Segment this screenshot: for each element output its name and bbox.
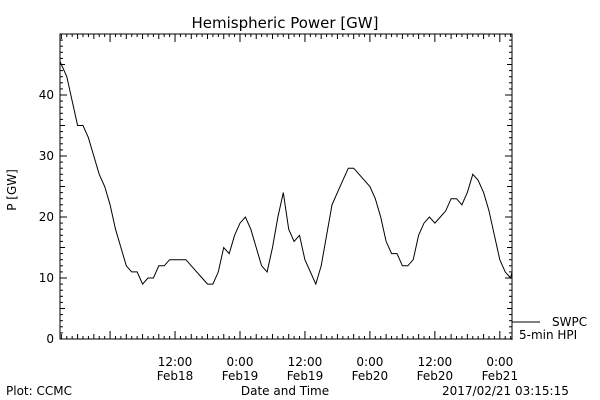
y-tick-label: 10 [39, 271, 54, 285]
x-axis: 12:00Feb180:00Feb1912:00Feb190:00Feb2012… [60, 34, 519, 383]
y-axis-label: P [GW] [5, 169, 19, 211]
timestamp: 2017/02/21 03:15:15 [442, 384, 569, 398]
x-tick-date-label: Feb18 [157, 369, 194, 383]
x-tick-time-label: 0:00 [356, 355, 383, 369]
plot-credit: Plot: CCMC [6, 384, 72, 398]
legend: SWPC 5-min HPI [511, 315, 587, 342]
chart-title: Hemispheric Power [GW] [192, 14, 379, 32]
x-tick-date-label: Feb19 [287, 369, 324, 383]
hpi-series-line [493, 235, 513, 280]
x-tick-time-label: 0:00 [486, 355, 513, 369]
y-tick-label: 30 [39, 149, 54, 163]
x-tick-time-label: 12:00 [288, 355, 323, 369]
x-axis-label: Date and Time [241, 384, 329, 398]
series-layer [59, 61, 513, 286]
x-tick-time-label: 12:00 [158, 355, 193, 369]
y-tick-label: 20 [39, 210, 54, 224]
y-tick-label: 40 [39, 88, 54, 102]
y-tick-label: 0 [46, 332, 54, 346]
x-tick-date-label: Feb20 [352, 369, 389, 383]
swpc-series-line [59, 61, 495, 286]
x-tick-time-label: 0:00 [227, 355, 254, 369]
plot-frame [59, 33, 513, 340]
legend-hpi-label: 5-min HPI [519, 328, 577, 342]
x-tick-date-label: Feb20 [417, 369, 454, 383]
x-tick-date-label: Feb19 [222, 369, 259, 383]
legend-swpc-label: SWPC [552, 315, 587, 329]
y-axis: 0 10 20 30 40 [39, 33, 512, 346]
x-tick-time-label: 12:00 [418, 355, 453, 369]
x-tick-date-label: Feb21 [482, 369, 519, 383]
